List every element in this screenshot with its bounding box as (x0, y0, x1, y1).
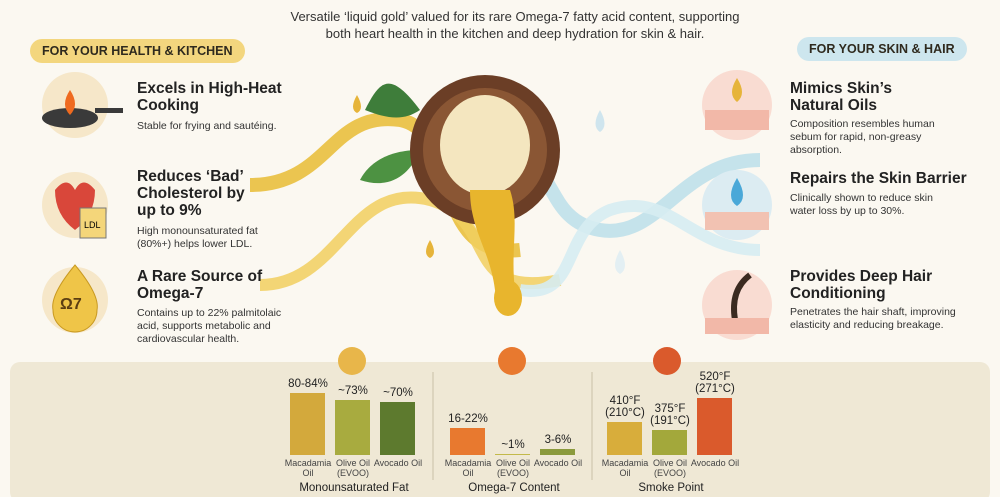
value-label: ~73% (338, 385, 368, 397)
item-text: Penetrates the hair shaft, improving ela… (790, 306, 956, 331)
item-title: Mimics Skin’s Natural Oils (790, 80, 892, 114)
bar (380, 402, 415, 455)
category-label: Olive Oil (EVOO) (335, 458, 370, 478)
bar (697, 398, 732, 455)
category-label: Olive Oil (EVOO) (652, 458, 687, 478)
bar (450, 428, 485, 455)
bar (607, 422, 642, 455)
item-text: Stable for frying and sautéing. (137, 120, 277, 132)
value-label: 410°F (210°C) (605, 395, 645, 420)
subtitle: Versatile ‘liquid gold’ valued for its r… (290, 9, 740, 41)
category-label: Macadamia Oil (444, 458, 492, 478)
item-title: Repairs the Skin Barrier (790, 170, 967, 187)
item-title: A Rare Source of Omega-7 (137, 268, 263, 302)
bar (335, 400, 370, 455)
item-text: Composition resembles human sebum for ra… (790, 118, 935, 156)
category-label: Avocado Oil (373, 458, 423, 468)
value-label: 80-84% (288, 378, 328, 391)
chart-panel (10, 362, 990, 497)
value-label: 375°F (191°C) (650, 402, 690, 427)
category-label: Macadamia Oil (284, 458, 332, 478)
item-title: Provides Deep Hair Conditioning (790, 268, 933, 302)
icon-label: LDL (84, 220, 101, 230)
badge: FOR YOUR HEALTH & KITCHEN (30, 39, 245, 63)
category-label: Macadamia Oil (601, 458, 649, 478)
value-label: ~70% (383, 387, 413, 400)
chart-title: Monounsaturated Fat (299, 482, 409, 494)
item-text: Contains up to 22% palmitolaic acid, sup… (137, 307, 282, 345)
icon-label: Ω7 (60, 296, 82, 313)
bar (540, 448, 575, 455)
item-title: Excels in High-Heat Cooking (137, 80, 282, 114)
item-text: High monounsaturated fat (80%+) helps lo… (137, 225, 258, 250)
badge: FOR YOUR SKIN & HAIR (797, 37, 967, 61)
value-label: 520°F (271°C) (695, 371, 735, 396)
value-label: 16-22% (448, 413, 488, 426)
bar (652, 429, 687, 455)
chart-title: Smoke Point (638, 482, 704, 494)
bar (290, 393, 325, 455)
category-label: Avocado Oil (690, 458, 740, 468)
bar (495, 453, 530, 455)
item-title: Reduces ‘Bad’ Cholesterol by up to 9% (137, 168, 245, 219)
category-label: Avocado Oil (533, 458, 583, 468)
chart-title: Omega-7 Content (468, 482, 560, 494)
item-text: Clinically shown to reduce skin water lo… (790, 192, 933, 217)
category-label: Olive Oil (EVOO) (495, 458, 530, 478)
value-label: ~1% (501, 438, 525, 451)
value-label: 3-6% (544, 433, 572, 446)
